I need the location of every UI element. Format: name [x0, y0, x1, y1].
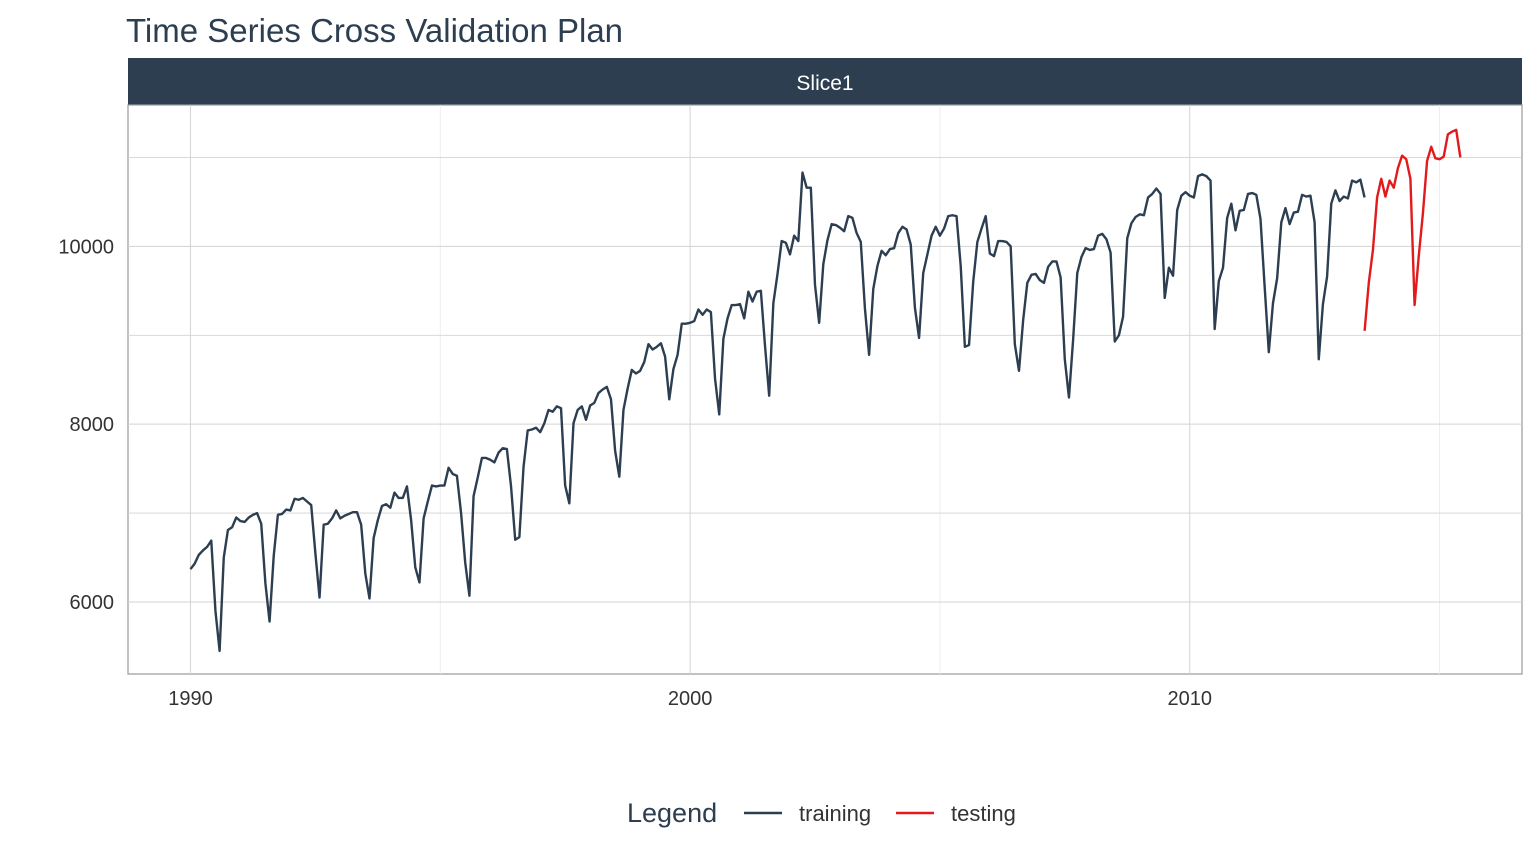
y-tick-label: 10000: [58, 236, 114, 258]
legend: Legend training testing: [627, 798, 1016, 828]
y-tick-label: 8000: [70, 414, 115, 436]
grid-lines: [128, 105, 1522, 674]
y-tick-label: 6000: [70, 592, 115, 614]
x-tick-label: 1990: [168, 688, 213, 710]
axis-labels: 1990 2000 2010 6000 8000 10000: [58, 236, 1212, 710]
x-tick-label: 2010: [1167, 688, 1212, 710]
legend-label-testing: testing: [951, 801, 1016, 826]
facet-strip: [128, 58, 1522, 105]
facet-strip-label: Slice1: [796, 72, 853, 95]
series-line-testing: [1363, 128, 1462, 331]
x-tick-label: 2000: [668, 688, 713, 710]
panel-border: [127, 104, 1523, 675]
legend-title: Legend: [627, 798, 717, 828]
series-line-training: [189, 171, 1366, 653]
legend-label-training: training: [799, 801, 871, 826]
chart-title: Time Series Cross Validation Plan: [126, 12, 624, 49]
series-lines: [189, 128, 1462, 653]
